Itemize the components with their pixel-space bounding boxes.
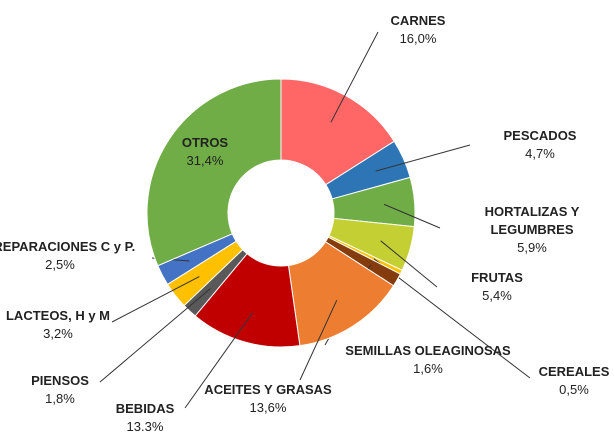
leader-line — [99, 288, 211, 383]
slice-label: HORTALIZAS Y LEGUMBRES 5,9% — [477, 203, 587, 257]
slice-label: FRUTAS 5,4% — [471, 269, 523, 305]
slice-label: LACTEOS, H y M 3,2% — [6, 307, 110, 343]
leader-line — [330, 31, 379, 123]
value-label: 16,0% — [399, 31, 437, 46]
slice-label: CEREALES 0,5% — [539, 363, 610, 399]
value-label: 3,2% — [43, 326, 73, 341]
category-label: HORTALIZAS Y LEGUMBRES — [484, 204, 580, 237]
category-label: SEMILLAS OLEAGINOSAS — [345, 343, 511, 358]
value-label: 2,5% — [45, 257, 75, 272]
slice-label: SEMILLAS OLEAGINOSAS 1,6% — [345, 342, 510, 378]
value-label: 1,6% — [413, 361, 443, 376]
leader-line — [375, 144, 471, 172]
slice-label: BEBIDAS 13.3% — [116, 400, 175, 432]
category-label: CEREALES — [538, 364, 610, 379]
slice-label: PIENSOS 1,8% — [31, 372, 89, 408]
donut-slice — [280, 78, 395, 186]
category-label: LACTEOS, H y M — [5, 308, 111, 323]
value-label: 4,7% — [525, 146, 555, 161]
category-label: FRUTAS — [471, 270, 523, 285]
value-label: 0,5% — [559, 382, 589, 397]
value-label: 13,6% — [249, 400, 287, 415]
donut-slice — [146, 78, 282, 267]
slice-label: OTROS 31,4% — [182, 134, 228, 170]
value-label: 31,4% — [186, 153, 224, 168]
category-label: OTROS — [181, 135, 229, 150]
leader-line — [111, 276, 200, 323]
category-label: PESCADOS — [503, 128, 577, 143]
value-label: 13.3% — [126, 419, 164, 432]
slice-label: PESCADOS 4,7% — [504, 127, 577, 163]
value-label: 5,9% — [517, 240, 547, 255]
leader-line — [380, 240, 438, 288]
leader-line — [383, 203, 441, 229]
value-label: 1,8% — [45, 391, 75, 406]
category-label: PIENSOS — [31, 373, 89, 388]
leader-line — [184, 312, 254, 409]
category-label: BEBIDAS — [115, 401, 175, 416]
value-label: 5,4% — [482, 288, 512, 303]
category-label: ACEITES Y GRASAS — [204, 382, 332, 397]
leader-line — [299, 299, 338, 381]
leader-line — [373, 258, 531, 379]
slice-label: PREPARACIONES C y P. 2,5% — [0, 238, 135, 274]
category-label: CARNES — [390, 13, 446, 28]
slice-label: ACEITES Y GRASAS 13,6% — [204, 381, 331, 417]
category-label: PREPARACIONES C y P. — [0, 239, 136, 254]
slice-label: CARNES 16,0% — [391, 12, 446, 48]
